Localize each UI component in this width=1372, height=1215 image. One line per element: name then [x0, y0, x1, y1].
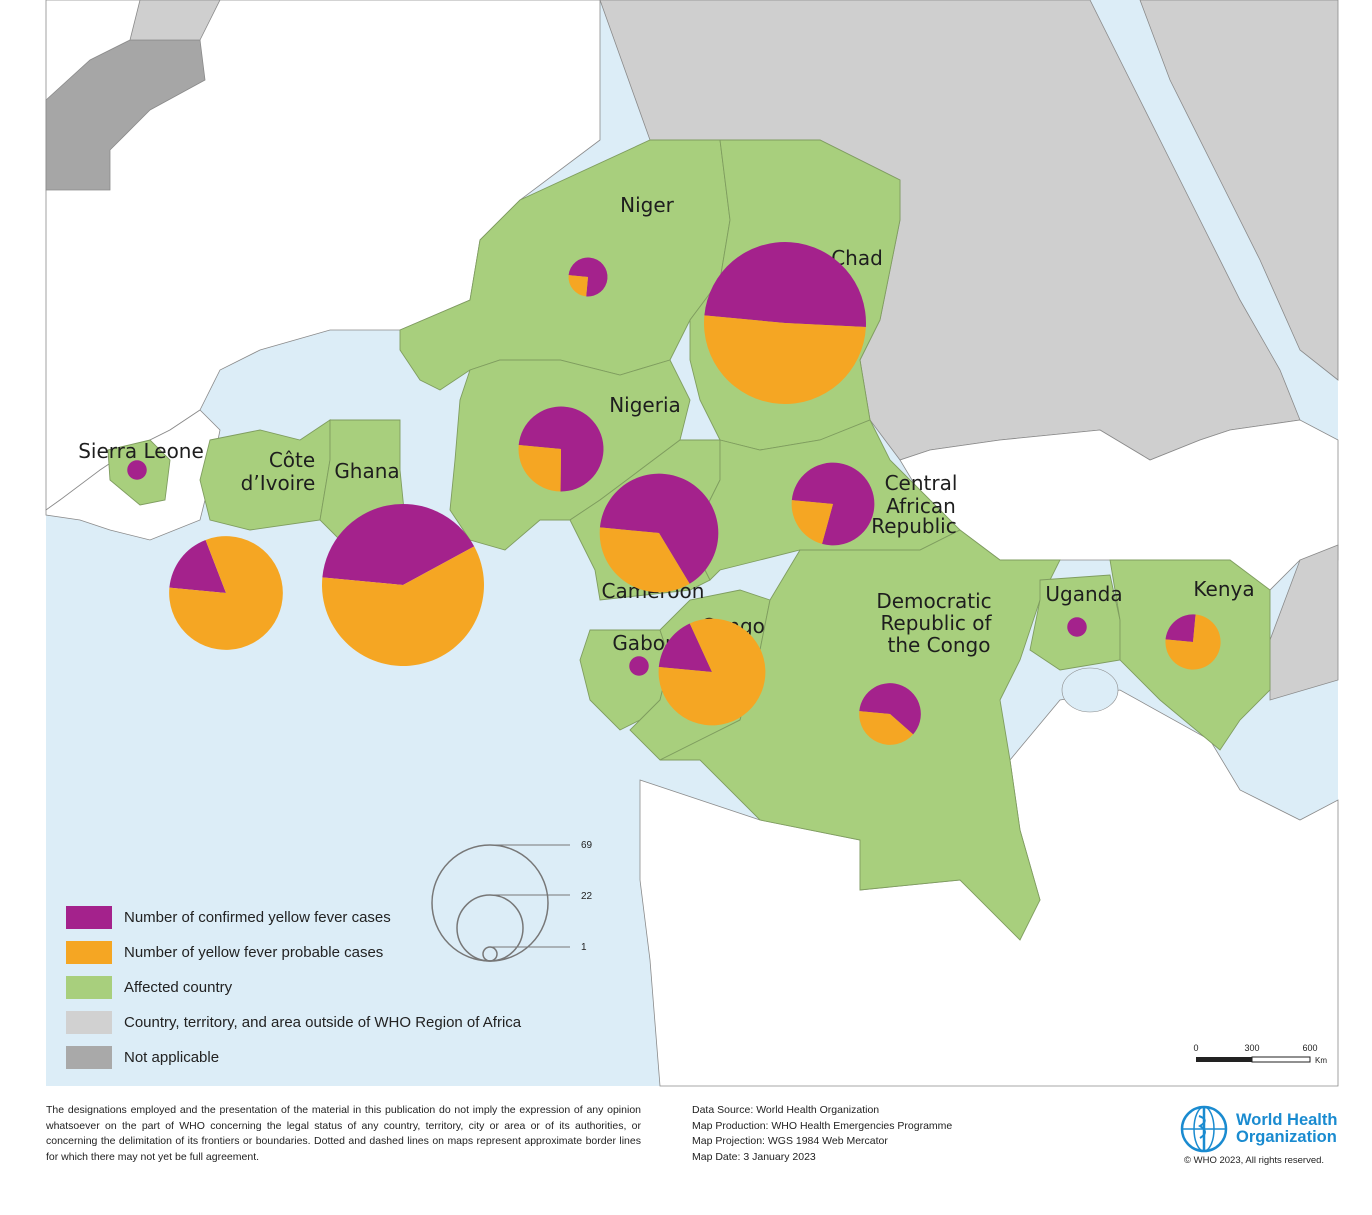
legend-item-affected: Affected country: [66, 970, 521, 1005]
map-production: Map Production: WHO Health Emergencies P…: [692, 1119, 953, 1132]
label-car-line3: Republic: [871, 514, 956, 538]
land-outside-region-nw: [129, 0, 221, 41]
pie-slice-confirmed-central-african-republic: [791, 462, 875, 546]
label-cote-line1: Côte: [269, 448, 315, 472]
pie-slice-probable-central-african-republic: [791, 500, 833, 544]
pie-slice-confirmed-sierra-leone: [127, 460, 147, 480]
label-car-line2: African: [886, 494, 956, 518]
label-kenya: Kenya: [1193, 577, 1254, 601]
lake-victoria: [1061, 667, 1119, 713]
pie-niger: [568, 257, 608, 297]
scale-bar-tick-300: 300: [1244, 1043, 1259, 1053]
land-outside-region-e: [1139, 0, 1339, 381]
label-car-line1: Central: [885, 471, 958, 495]
disclaimer-text: The designations employed and the presen…: [46, 1104, 641, 1163]
pie-slice-confirmed-nigeria: [518, 406, 604, 492]
who-wordmark-line2: Organization: [1236, 1128, 1337, 1146]
size-legend-label-69: 69: [581, 840, 593, 851]
size-legend: [431, 844, 570, 962]
size-legend-label-22: 22: [581, 891, 593, 902]
who-logo: World Health Organization: [1176, 1104, 1337, 1154]
pie-slice-probable-niger: [568, 275, 588, 297]
pie-democratic-republic-of-the-congo: [859, 683, 921, 745]
pie-slice-confirmed-congo: [658, 623, 712, 672]
legend-swatch-outside: [66, 1011, 112, 1034]
legend-item-not-applicable: Not applicable: [66, 1040, 521, 1075]
label-uganda: Uganda: [1045, 582, 1122, 606]
scale-bar: 0 300 600 Km: [1193, 1043, 1327, 1065]
legend-item-probable: Number of yellow fever probable cases: [66, 935, 521, 970]
map-date: Map Date: 3 January 2023: [692, 1150, 816, 1163]
land-not-applicable: [45, 39, 206, 191]
scale-bar-unit: Km: [1315, 1056, 1327, 1065]
pie-slice-probable-ghana: [322, 546, 484, 666]
pie-slice-probable-c-te-d-ivoire: [169, 536, 283, 650]
pie-slice-probable-democratic-republic-of-the-congo: [859, 711, 914, 745]
pie-slice-confirmed-chad: [704, 242, 866, 327]
label-drc-line1: Democratic: [876, 589, 991, 613]
legend-label-confirmed: Number of confirmed yellow fever cases: [124, 909, 391, 926]
pie-slice-confirmed-cameroon: [599, 473, 719, 584]
pie-central-african-republic: [791, 462, 875, 546]
pie-c-te-d-ivoire: [169, 536, 283, 650]
pie-slice-probable-chad: [703, 315, 866, 405]
map-projection: Map Projection: WGS 1984 Web Mercator: [692, 1135, 888, 1147]
country-drc: [659, 529, 1061, 941]
legend-swatch-confirmed: [66, 906, 112, 929]
legend-label-affected: Affected country: [124, 979, 233, 996]
data-source: Data Source: World Health Organization: [692, 1104, 880, 1116]
who-emblem-icon: [1180, 1105, 1228, 1153]
country-labels: Niger Chad Nigeria Sierra Leone Côte d’I…: [78, 193, 1254, 657]
pie-slice-probable-nigeria: [518, 444, 561, 492]
pie-slice-confirmed-niger: [568, 257, 608, 297]
legend-swatch-not-applicable: [66, 1046, 112, 1069]
legend-label-not-applicable: Not applicable: [124, 1049, 220, 1066]
pie-cameroon: [599, 473, 719, 593]
pie-slice-confirmed-ghana: [322, 503, 475, 585]
pie-slice-confirmed-democratic-republic-of-the-congo: [859, 683, 921, 735]
map-metadata: Data Source: World Health Organization M…: [692, 1103, 952, 1165]
land-somalia: [1269, 544, 1339, 701]
pie-nigeria: [518, 406, 604, 492]
scale-bar-seg-2: [1251, 1056, 1311, 1063]
pie-slice-probable-cameroon: [599, 527, 690, 593]
pie-slice-confirmed-kenya: [1165, 614, 1196, 642]
pie-ghana: [322, 503, 484, 666]
scale-bar-tick-600: 600: [1302, 1043, 1317, 1053]
copyright-notice: © WHO 2023, All rights reserved.: [1184, 1155, 1325, 1166]
pie-slice-probable-congo: [658, 618, 766, 726]
label-nigeria: Nigeria: [609, 393, 681, 417]
pie-slice-confirmed-gabon: [629, 656, 649, 676]
case-pie-charts: [127, 242, 1221, 745]
label-sierra-leone: Sierra Leone: [78, 439, 204, 463]
label-drc-line2: Republic of: [880, 611, 992, 635]
who-wordmark-line1: World Health: [1236, 1111, 1338, 1129]
pie-slice-confirmed-c-te-d-ivoire: [169, 539, 226, 593]
pie-sierra-leone: [127, 460, 147, 480]
map-legend: Number of confirmed yellow fever cases N…: [66, 900, 521, 1075]
scale-bar-seg-1: [1196, 1057, 1252, 1062]
legend-item-outside: Country, territory, and area outside of …: [66, 1005, 521, 1040]
label-niger: Niger: [620, 193, 675, 217]
pie-kenya: [1165, 614, 1221, 670]
label-cote-line2: d’Ivoire: [241, 471, 316, 495]
pie-slice-confirmed-uganda: [1067, 617, 1087, 637]
pie-congo: [658, 618, 766, 726]
who-wordmark: World Health Organization: [1236, 1112, 1337, 1146]
legend-swatch-affected: [66, 976, 112, 999]
pie-gabon: [629, 656, 649, 676]
pie-slice-probable-kenya: [1165, 614, 1221, 670]
label-drc-line3: the Congo: [888, 633, 991, 657]
label-ghana: Ghana: [334, 459, 399, 483]
legend-label-outside: Country, territory, and area outside of …: [124, 1014, 522, 1031]
size-legend-label-1: 1: [581, 942, 587, 953]
scale-bar-tick-0: 0: [1193, 1043, 1198, 1053]
legend-item-confirmed: Number of confirmed yellow fever cases: [66, 900, 521, 935]
pie-uganda: [1067, 617, 1087, 637]
legend-swatch-probable: [66, 941, 112, 964]
pie-chad: [703, 242, 866, 405]
legend-label-probable: Number of yellow fever probable cases: [124, 944, 384, 961]
